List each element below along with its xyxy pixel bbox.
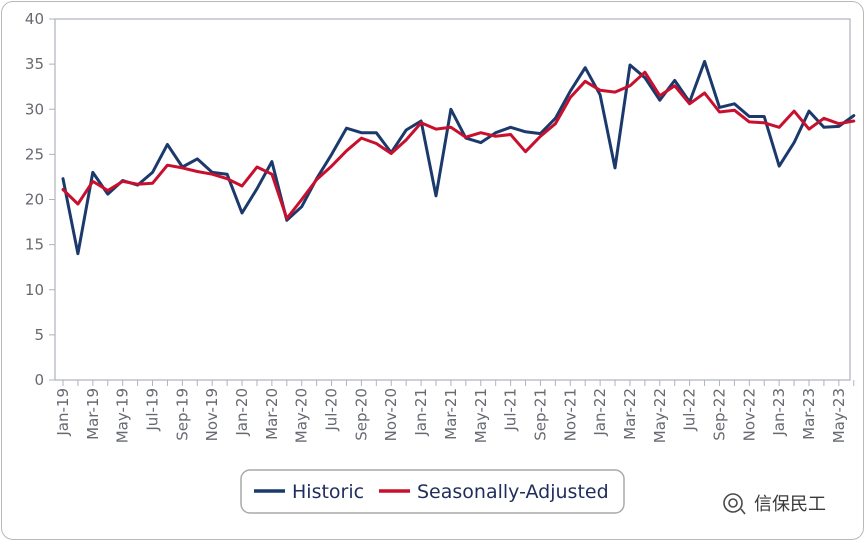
x-tick-label: Jul-22 xyxy=(681,388,699,432)
x-tick-label: Jan-21 xyxy=(412,388,430,437)
x-tick-label: Mar-23 xyxy=(800,388,818,440)
x-tick-label: Nov-19 xyxy=(203,388,221,441)
x-tick-label: Sep-20 xyxy=(352,388,370,441)
x-tick-label: May-21 xyxy=(472,388,490,443)
x-tick-label: Jan-20 xyxy=(233,388,251,437)
x-tick-label: Sep-19 xyxy=(173,388,191,441)
y-tick-label: 40 xyxy=(25,10,44,28)
x-tick-label: May-23 xyxy=(830,388,848,443)
series-line-seasonally-adjusted xyxy=(61,70,856,220)
y-tick-label: 20 xyxy=(25,191,44,209)
legend-label-historic: Historic xyxy=(292,481,364,503)
y-tick-label: 15 xyxy=(25,236,44,254)
watermark: 信保民工 xyxy=(723,493,826,515)
x-tick-label: Jan-23 xyxy=(770,388,788,437)
x-tick-label: Nov-20 xyxy=(382,388,400,441)
y-tick-label: 25 xyxy=(25,145,44,163)
x-tick-label: May-22 xyxy=(651,388,669,443)
y-tick-label: 35 xyxy=(25,55,44,73)
x-tick-label: Jan-22 xyxy=(591,388,609,437)
x-tick-label: Jul-21 xyxy=(502,388,520,432)
x-tick-label: Mar-21 xyxy=(442,388,460,440)
x-tick-label: May-19 xyxy=(114,388,132,443)
x-tick-label: Mar-22 xyxy=(621,388,639,440)
legend-box xyxy=(240,469,625,514)
wechat-official-account-icon xyxy=(723,493,746,515)
plot-area xyxy=(54,18,851,381)
x-tick-label: Nov-21 xyxy=(561,388,579,441)
x-tick-label: Jul-19 xyxy=(144,388,162,432)
x-tick-label: May-20 xyxy=(293,388,311,443)
watermark-text: 信保民工 xyxy=(754,494,826,515)
y-tick-label: 0 xyxy=(34,371,44,389)
legend: Historic Seasonally-Adjusted xyxy=(240,469,625,514)
x-tick-label: Nov-22 xyxy=(740,388,758,441)
y-tick-label: 10 xyxy=(25,281,44,299)
x-tick-label: Sep-22 xyxy=(710,388,728,441)
x-tick-label: Mar-19 xyxy=(84,388,102,440)
y-tick-label: 30 xyxy=(25,100,44,118)
x-tick-label: Jan-19 xyxy=(54,388,72,437)
legend-label-seasonally-adjusted: Seasonally-Adjusted xyxy=(417,481,609,503)
series-line-historic xyxy=(61,59,856,256)
x-tick-label: Sep-21 xyxy=(531,388,549,441)
x-tick-label: Jul-20 xyxy=(323,388,341,432)
x-tick-label: Mar-20 xyxy=(263,388,281,440)
y-tick-label: 5 xyxy=(34,326,44,344)
